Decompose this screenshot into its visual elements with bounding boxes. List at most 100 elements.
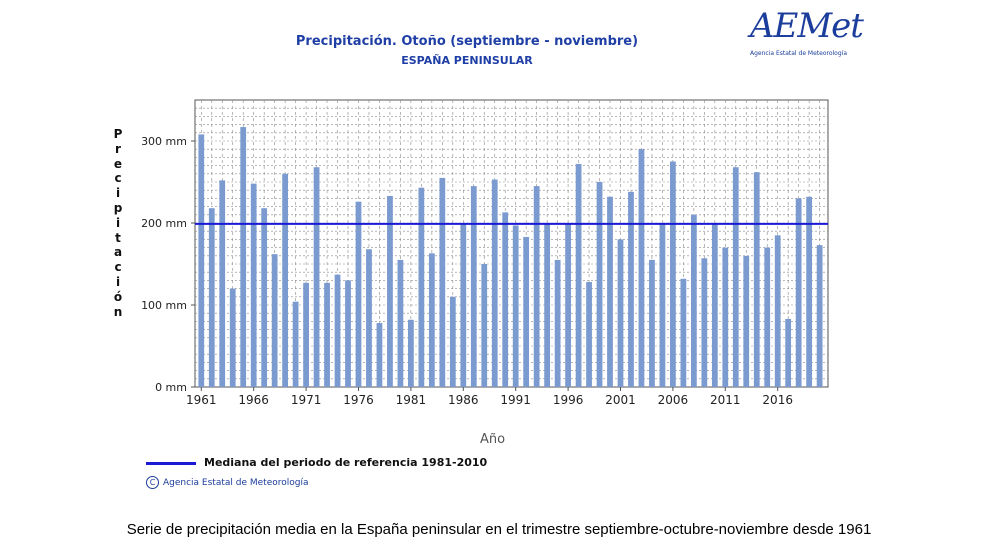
bar-1987 (470, 186, 477, 387)
bar-2007 (680, 278, 687, 387)
y-axis-title-letter: c (114, 171, 122, 186)
bar-2020 (816, 245, 823, 387)
bar-1978 (376, 323, 383, 387)
bar-2013 (743, 255, 750, 387)
bar-2002 (628, 191, 634, 387)
y-axis-title-letter: t (115, 230, 121, 245)
y-axis-title-letter: e (113, 156, 123, 171)
y-tick-label: 200 mm (141, 217, 187, 230)
bar-1974 (334, 274, 341, 387)
bar-1990 (502, 212, 509, 387)
bar-1971 (303, 282, 309, 387)
bar-1984 (439, 177, 446, 387)
copyright-icon: C (146, 476, 159, 489)
y-tick-label: 0 mm (155, 381, 187, 394)
x-tick-label: 1966 (238, 393, 269, 407)
y-axis-title-letter: n (113, 304, 123, 319)
bar-1983 (428, 253, 435, 387)
x-tick-label: 1961 (186, 393, 217, 407)
bar-1997 (575, 163, 582, 387)
y-axis-title-letter: ó (113, 289, 123, 304)
x-tick-label: 1996 (553, 393, 584, 407)
bar-2000 (607, 196, 613, 387)
x-tick-label: 1981 (396, 393, 427, 407)
bar-2001 (617, 239, 624, 387)
x-tick-label: 1971 (291, 393, 322, 407)
bar-1965 (240, 127, 247, 387)
bar-1963 (219, 180, 226, 387)
x-tick-label: 2016 (762, 393, 793, 407)
bar-2019 (806, 196, 813, 387)
bar-1968 (271, 254, 278, 387)
bar-1973 (324, 282, 330, 387)
bar-1961 (198, 134, 205, 387)
x-tick-label: 2006 (658, 393, 689, 407)
bar-2009 (701, 258, 708, 387)
y-tick-label: 100 mm (141, 299, 187, 312)
x-tick-label: 1986 (448, 393, 479, 407)
bar-2005 (659, 223, 666, 387)
x-tick-label: 2011 (710, 393, 741, 407)
bar-1967 (261, 208, 268, 387)
bar-1966 (250, 183, 257, 387)
bar-1991 (512, 225, 519, 387)
y-axis-title-letter: i (115, 215, 121, 230)
x-axis-title: Año (480, 432, 506, 447)
bar-1964 (229, 288, 236, 387)
bar-1962 (208, 208, 215, 387)
y-tick-label: 300 mm (141, 135, 187, 148)
bar-1980 (397, 259, 404, 387)
y-axis-title-letter: a (113, 245, 123, 260)
bar-1996 (565, 223, 571, 387)
chart-subtitle: ESPAÑA PENINSULAR (401, 54, 533, 67)
bar-1994 (544, 223, 551, 387)
credit-text: Agencia Estatal de Meteorología (163, 478, 309, 488)
bar-1995 (554, 259, 561, 387)
bar-1988 (481, 264, 488, 387)
bar-1979 (387, 195, 393, 387)
bar-1989 (491, 179, 498, 387)
chart-title: Precipitación. Otoño (septiembre - novie… (295, 34, 639, 49)
bar-1975 (345, 280, 351, 387)
bar-2017 (785, 318, 792, 387)
bar-2010 (711, 223, 718, 387)
y-axis-title-letter: P (113, 127, 123, 141)
y-axis-title-letter: r (115, 141, 121, 156)
x-tick-label: 2001 (605, 393, 636, 407)
x-tick-label: 1976 (343, 393, 374, 407)
bar-1972 (313, 167, 320, 387)
bar-1970 (292, 301, 299, 387)
bar-2004 (649, 259, 655, 387)
bar-2016 (774, 235, 781, 387)
bar-1993 (533, 186, 540, 387)
legend-median-swatch (146, 462, 196, 465)
y-axis-title-letter: p (113, 200, 123, 215)
bar-1982 (418, 187, 425, 387)
bar-1969 (282, 173, 289, 387)
bar-1999 (596, 182, 603, 387)
bar-2015 (764, 247, 771, 387)
credit: C Agencia Estatal de Meteorología (146, 476, 309, 489)
bar-1998 (586, 282, 592, 387)
bar-1976 (355, 201, 362, 387)
aemet-logo: AEMet Agencia Estatal de Meteorología (750, 6, 865, 62)
y-axis-title-letter: i (115, 186, 121, 201)
bar-1981 (408, 319, 414, 387)
x-tick-label: 1991 (500, 393, 531, 407)
bar-1977 (366, 249, 372, 387)
bar-1986 (460, 223, 467, 387)
bar-2006 (670, 161, 676, 387)
y-axis-title-letter: c (114, 260, 122, 275)
bar-2018 (795, 198, 802, 387)
bar-1985 (449, 296, 456, 387)
figure-caption: Serie de precipitación media en la Españ… (126, 521, 872, 538)
bar-2014 (753, 172, 760, 387)
bar-2011 (722, 247, 729, 387)
logo-wordmark: AEMet (750, 6, 864, 46)
legend-median-label: Mediana del periodo de referencia 1981-2… (204, 456, 488, 469)
bar-2012 (732, 167, 739, 387)
logo-subtitle: Agencia Estatal de Meteorología (750, 50, 847, 57)
y-axis-title-letter: i (115, 274, 121, 289)
